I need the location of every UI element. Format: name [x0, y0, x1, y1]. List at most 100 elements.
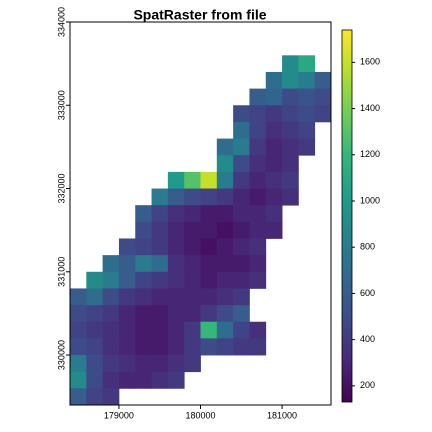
x-tick-label: 180000 [185, 410, 215, 420]
raster-cell [249, 205, 267, 223]
raster-cell [118, 371, 136, 389]
raster-cell [249, 155, 267, 173]
raster-cell [135, 221, 152, 239]
raster-cell [70, 321, 87, 339]
raster-cell [249, 171, 267, 189]
raster-cell [184, 171, 201, 189]
raster-cell [233, 221, 250, 239]
raster-cell [282, 155, 299, 173]
raster-cell [135, 238, 152, 256]
colorbar-tick-label: 800 [360, 242, 375, 252]
raster-cell [118, 255, 136, 273]
raster-cell [200, 305, 218, 323]
raster-cell [200, 288, 218, 306]
raster-cell [184, 305, 201, 323]
raster-cell [200, 205, 218, 223]
raster-cell [135, 288, 152, 306]
raster-cell [151, 205, 169, 223]
raster-cell [70, 371, 87, 389]
raster-cell [135, 271, 152, 289]
raster-cell [167, 355, 185, 373]
x-tick-label: 179000 [104, 410, 134, 420]
raster-cell [265, 155, 283, 173]
raster-cell [151, 255, 169, 273]
colorbar-tick-label: 400 [360, 334, 375, 344]
chart-title: SpatRaster from file [133, 7, 266, 23]
raster-cell [184, 355, 201, 373]
raster-cell [151, 221, 169, 239]
raster-cell [216, 155, 234, 173]
raster-cell [102, 288, 120, 306]
raster-cell [265, 171, 283, 189]
raster-cell [118, 288, 136, 306]
raster-cell [233, 155, 250, 173]
raster-cell [184, 288, 201, 306]
raster-cell [200, 271, 218, 289]
raster-cell [233, 121, 250, 139]
raster-cell [216, 188, 234, 206]
raster-cell [233, 171, 250, 189]
raster-cell [151, 305, 169, 323]
raster-cell [249, 188, 267, 206]
y-tick-label: 331000 [56, 257, 66, 287]
raster-cell [70, 388, 87, 406]
colorbar-tick-label: 1400 [360, 103, 380, 113]
raster-cell [70, 338, 87, 356]
raster-cell [249, 121, 267, 139]
raster-cell [200, 171, 218, 189]
raster-cell [233, 238, 250, 256]
raster-cell [151, 355, 169, 373]
raster-cell [216, 305, 234, 323]
raster-cell [86, 371, 104, 389]
raster-cell [298, 71, 316, 90]
raster-cell [167, 221, 185, 239]
raster-cell [265, 221, 283, 239]
raster-cell [249, 138, 267, 156]
raster-cell [135, 338, 152, 356]
colorbar-tick-label: 1600 [360, 57, 380, 67]
raster-cell [249, 255, 267, 273]
raster-cell [167, 288, 185, 306]
raster-cell [200, 321, 218, 339]
raster-cell [282, 171, 299, 189]
raster-cell [167, 188, 185, 206]
raster-cell [70, 305, 87, 323]
raster-cell [167, 371, 185, 389]
raster-cell [118, 305, 136, 323]
raster-cell [86, 271, 104, 289]
raster-cell [216, 321, 234, 339]
raster-cell [102, 388, 120, 406]
y-tick-label: 330000 [56, 340, 66, 370]
colorbar-tick-label: 600 [360, 288, 375, 298]
raster-cell [167, 205, 185, 223]
raster-cell [200, 188, 218, 206]
raster-cell [298, 105, 316, 123]
raster-cell [167, 338, 185, 356]
raster-cell [249, 221, 267, 239]
raster-cell [118, 238, 136, 256]
raster-cell [184, 255, 201, 273]
raster-cell [282, 121, 299, 139]
raster-cell [184, 238, 201, 256]
raster-cell [282, 71, 299, 90]
raster-cell [216, 255, 234, 273]
y-tick-label: 332000 [56, 173, 66, 203]
raster-cell [151, 288, 169, 306]
raster-cell [249, 321, 267, 339]
raster-cell [233, 255, 250, 273]
raster-cell [184, 338, 201, 356]
raster-cell [184, 321, 201, 339]
raster-cell [298, 138, 316, 156]
raster-cell [233, 138, 250, 156]
y-tick-label: 333000 [56, 90, 66, 120]
raster-cell [200, 255, 218, 273]
raster-cell [200, 221, 218, 239]
raster-cell [86, 321, 104, 339]
raster-cell [135, 305, 152, 323]
raster-cell [216, 138, 234, 156]
raster-cell [135, 355, 152, 373]
raster-cell [118, 271, 136, 289]
raster-cell [233, 271, 250, 289]
raster-cell [151, 188, 169, 206]
